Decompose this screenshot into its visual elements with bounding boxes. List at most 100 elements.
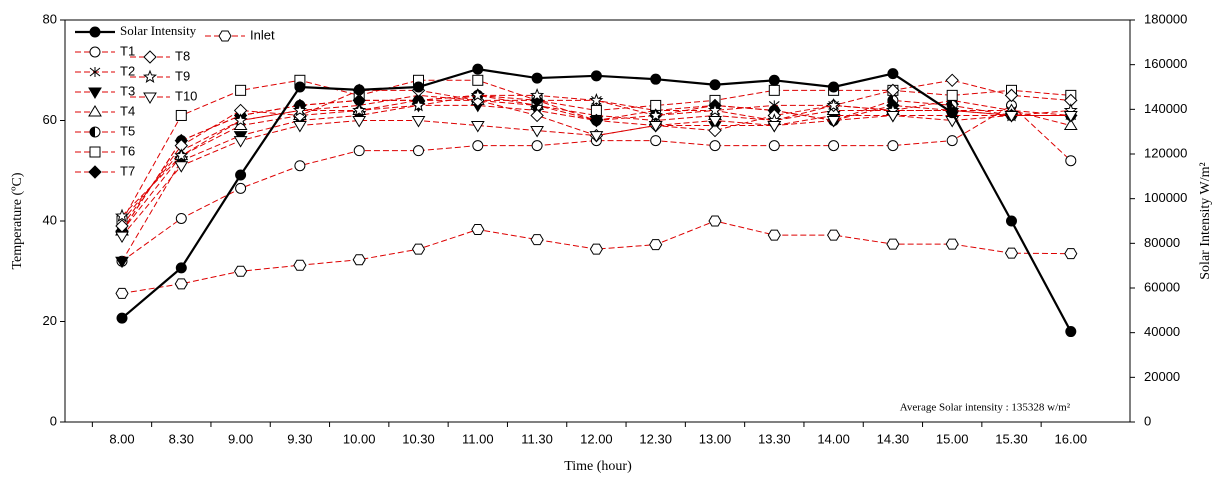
legend-label: T6 xyxy=(120,143,135,158)
y2-tick-label: 60000 xyxy=(1144,279,1180,294)
data-point xyxy=(591,71,601,81)
legend-label: T9 xyxy=(175,68,190,83)
legend-label: T5 xyxy=(120,123,135,138)
data-point xyxy=(590,244,602,254)
data-point xyxy=(176,110,186,120)
data-point xyxy=(709,216,721,226)
legend-marker xyxy=(90,127,100,137)
annotation: Average Solar intensity : 135328 w/m² xyxy=(900,402,1071,414)
data-point xyxy=(353,255,365,265)
data-point xyxy=(769,141,779,151)
data-point xyxy=(829,82,839,92)
data-point xyxy=(354,85,364,95)
data-point xyxy=(473,64,483,74)
legend-label: T10 xyxy=(175,88,197,103)
data-point xyxy=(236,85,246,95)
data-point xyxy=(888,69,898,79)
legend-marker xyxy=(90,27,100,37)
x-axis-title: Time (hour) xyxy=(564,459,632,474)
data-point xyxy=(947,108,957,118)
x-tick-label: 15.00 xyxy=(936,431,969,446)
x-tick-label: 13.00 xyxy=(699,431,732,446)
x-tick-label: 11.30 xyxy=(521,431,553,446)
data-point xyxy=(1065,249,1077,259)
data-point xyxy=(1066,156,1076,166)
data-point xyxy=(710,80,720,90)
y-tick-label: 40 xyxy=(43,212,57,227)
y2-tick-label: 80000 xyxy=(1144,235,1180,250)
data-point xyxy=(828,230,840,240)
x-tick-label: 9.00 xyxy=(228,431,253,446)
data-point xyxy=(175,279,187,289)
legend-label: T8 xyxy=(175,48,190,63)
data-point xyxy=(650,240,662,250)
data-point xyxy=(295,161,305,171)
data-point xyxy=(532,73,542,83)
legend-label: T7 xyxy=(120,163,135,178)
x-tick-label: 11.00 xyxy=(462,431,494,446)
data-point xyxy=(294,260,306,270)
y2-tick-label: 180000 xyxy=(1144,11,1187,26)
legend-label: T3 xyxy=(120,83,135,98)
y2-tick-label: 20000 xyxy=(1144,369,1180,384)
data-point xyxy=(413,244,425,254)
data-point xyxy=(117,313,127,323)
data-point xyxy=(887,239,899,249)
data-point xyxy=(236,183,246,193)
data-point xyxy=(1066,327,1076,337)
x-tick-label: 14.30 xyxy=(877,431,910,446)
y-tick-label: 80 xyxy=(43,11,57,26)
data-point xyxy=(947,136,957,146)
data-point xyxy=(472,225,484,235)
y2-tick-label: 160000 xyxy=(1144,56,1187,71)
data-point xyxy=(829,141,839,151)
data-point xyxy=(710,141,720,151)
x-tick-label: 12.00 xyxy=(580,431,613,446)
data-point xyxy=(473,75,483,85)
data-point xyxy=(769,75,779,85)
data-point xyxy=(414,82,424,92)
data-point xyxy=(354,146,364,156)
legend-marker xyxy=(90,147,100,157)
x-tick-label: 12.30 xyxy=(639,431,672,446)
y2-tick-label: 140000 xyxy=(1144,101,1187,116)
y-tick-label: 60 xyxy=(43,112,57,127)
x-tick-label: 9.30 xyxy=(287,431,312,446)
x-tick-label: 15.30 xyxy=(995,431,1028,446)
legend-label: T2 xyxy=(120,63,135,78)
x-tick-label: 10.00 xyxy=(343,431,376,446)
data-point xyxy=(295,82,305,92)
data-point xyxy=(651,74,661,84)
y2-tick-label: 100000 xyxy=(1144,190,1187,205)
legend-label: Inlet xyxy=(250,27,275,42)
data-point xyxy=(176,213,186,223)
data-point xyxy=(1006,248,1018,258)
legend-label: Solar Intensity xyxy=(120,23,197,38)
y-axis-title: Temperature (ºC) xyxy=(10,172,25,269)
y-tick-label: 0 xyxy=(50,413,57,428)
x-tick-label: 8.30 xyxy=(169,431,194,446)
x-tick-label: 10.30 xyxy=(402,431,435,446)
data-point xyxy=(947,90,957,100)
chart: Time (hour) Temperature (ºC) Solar Inten… xyxy=(0,0,1220,478)
data-point xyxy=(768,230,780,240)
data-point xyxy=(176,263,186,273)
data-point xyxy=(651,136,661,146)
y2-tick-label: 0 xyxy=(1144,413,1151,428)
y-tick-label: 20 xyxy=(43,313,57,328)
data-point xyxy=(414,146,424,156)
y2-tick-label: 40000 xyxy=(1144,324,1180,339)
data-point xyxy=(888,141,898,151)
x-tick-label: 14.00 xyxy=(817,431,850,446)
x-tick-label: 8.00 xyxy=(109,431,134,446)
data-point xyxy=(116,288,128,298)
data-point xyxy=(473,141,483,151)
legend-marker xyxy=(219,31,231,41)
legend-label: T4 xyxy=(120,103,135,118)
data-point xyxy=(532,141,542,151)
data-point xyxy=(531,235,543,245)
y2-axis-title: Solar Intensity W/m² xyxy=(1198,162,1213,279)
data-point xyxy=(946,239,958,249)
data-point xyxy=(769,85,779,95)
data-point xyxy=(236,170,246,180)
